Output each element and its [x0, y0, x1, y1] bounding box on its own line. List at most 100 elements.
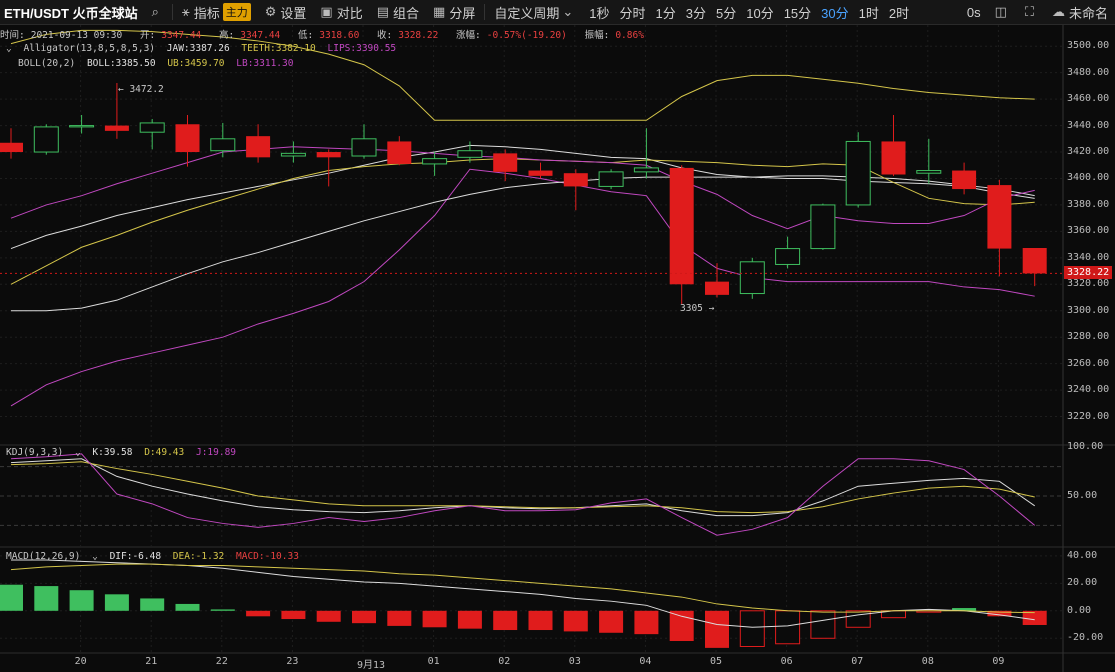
chevron-down-icon[interactable]: ⌄	[92, 551, 98, 562]
series-lb-line	[10, 168, 1035, 407]
alligator-name[interactable]: Alligator(13,8,5,8,5,3)	[23, 43, 156, 54]
x-tick-label: 07	[851, 656, 864, 667]
period-tab-9[interactable]: 2时	[888, 5, 910, 21]
x-tick-label: 09	[992, 656, 1005, 667]
candle-body	[246, 136, 271, 158]
macd-histogram-bar	[739, 610, 765, 648]
jaw-value: JAW:3387.26	[166, 43, 230, 54]
macd-histogram-bar	[952, 608, 977, 611]
macd-histogram-bar	[104, 594, 129, 611]
period-tab-7[interactable]: 30分	[821, 5, 849, 21]
macd-histogram-bar	[775, 610, 801, 645]
candle-body	[1022, 247, 1047, 274]
macd-histogram-bar	[175, 603, 200, 611]
x-tick-label: 01	[427, 656, 440, 667]
last-price-tag: 3328.22	[1064, 266, 1113, 280]
compare-button[interactable]: ▣ 对比	[313, 0, 369, 24]
x-tick-label: 04	[639, 656, 652, 667]
chevron-down-icon[interactable]: ⌄	[6, 43, 12, 54]
kdj-k-line	[10, 458, 1035, 517]
candle-body	[33, 126, 59, 153]
macd-tick-label: 40.00	[1067, 549, 1098, 561]
boll-info: BOLL(20,2) BOLL:3385.50 UB:3459.70 LB:33…	[18, 58, 299, 69]
macd-histogram-bar	[281, 610, 306, 620]
macd-histogram-bar	[669, 610, 694, 642]
candle-body	[0, 142, 23, 153]
macd-histogram-bar	[140, 598, 165, 611]
chevron-down-icon[interactable]: ⌄	[74, 447, 81, 458]
period-tabs: 1秒 分时 1分 3分 5分 10分 15分 30分 1时 2时	[584, 0, 914, 24]
period-tab-5[interactable]: 10分	[746, 5, 774, 21]
candle-body	[175, 124, 200, 153]
period-tab-2[interactable]: 1分	[655, 5, 676, 21]
split-label: 分屏	[449, 5, 476, 21]
kdj-j-line	[10, 453, 1036, 536]
macd-histogram-bar	[634, 610, 659, 635]
x-tick-label: 21	[145, 656, 158, 667]
candle-body	[705, 281, 729, 295]
kdj-name[interactable]: KDJ(9,3,3)	[6, 447, 64, 458]
period-tab-4[interactable]: 5分	[715, 5, 737, 21]
cloud-save-button[interactable]: ☁ 未命名	[1045, 0, 1115, 24]
lips-value: LIPS:3390.55	[327, 43, 397, 54]
y-tick-label: 3300.00	[1067, 304, 1110, 316]
candle-body	[775, 248, 801, 265]
screenshot-button[interactable]: ◫	[988, 0, 1018, 24]
candle-body	[598, 171, 624, 187]
main-badge[interactable]: 主力	[222, 3, 251, 21]
ohlc-info: 时间: 2021-09-13 09:30 开: 3347.44 高: 3347.44 …	[0, 27, 656, 41]
seconds-toggle[interactable]: 0s	[960, 0, 988, 24]
candle-body	[351, 138, 377, 157]
series-boll-line	[10, 144, 1035, 250]
macd-histogram-bar	[457, 610, 482, 629]
candle-body	[316, 152, 341, 158]
y-tick-label: 3460.00	[1067, 93, 1110, 105]
symbol-selector[interactable]: ETH/USDT 火币全球站	[0, 0, 145, 24]
divider	[484, 4, 486, 20]
candle-body	[916, 170, 942, 174]
candle-body	[104, 125, 129, 131]
macd-histogram-bar	[0, 584, 23, 611]
custom-period-button[interactable]: 自定义周期 ⌄	[487, 0, 584, 24]
custom-period-label: 自定义周期	[494, 5, 560, 21]
time-value: 2021-09-13 09:30	[30, 30, 123, 41]
high-value: 3347.44	[240, 30, 281, 41]
settings-button[interactable]: ⚙ 设置	[258, 0, 314, 24]
combo-button[interactable]: ▤ 组合	[370, 0, 426, 24]
boll-name[interactable]: BOLL(20,2)	[18, 58, 76, 69]
d-value: D:49.43	[144, 447, 185, 458]
macd-histogram-bar	[845, 610, 871, 628]
candle-body	[422, 158, 448, 165]
teeth-value: TEETH:3382.10	[241, 43, 316, 54]
k-value: K:39.58	[92, 447, 133, 458]
indicator-button[interactable]: ⚹ 指标 主力	[175, 0, 258, 24]
period-tab-0[interactable]: 1秒	[589, 5, 610, 21]
search-button[interactable]: ⌕	[145, 0, 170, 24]
low-label: 低:	[298, 30, 314, 41]
period-tab-3[interactable]: 3分	[685, 5, 706, 21]
period-tab-6[interactable]: 15分	[783, 5, 812, 21]
macd-tick-label: -20.00	[1067, 632, 1104, 644]
series-teeth-line	[10, 158, 1035, 285]
account-label: 未命名	[1068, 5, 1108, 21]
split-icon: ▦	[433, 4, 446, 19]
low-value: 3318.60	[319, 30, 360, 41]
ub-value: UB:3459.70	[167, 58, 225, 69]
macd-histogram-bar	[210, 609, 235, 611]
dif-value: DIF:-6.48	[109, 551, 162, 562]
period-tab-1[interactable]: 分时	[619, 5, 646, 21]
macd-histogram-bar	[987, 610, 1012, 617]
amp-label: 振幅:	[584, 30, 610, 41]
macd-name[interactable]: MACD(12,26,9)	[6, 551, 81, 562]
x-tick-label: 08	[921, 656, 934, 667]
low-annotation: 3305 →	[680, 303, 715, 314]
fullscreen-button[interactable]: ⛶	[1018, 0, 1045, 24]
split-button[interactable]: ▦ 分屏	[426, 0, 482, 24]
cloud-icon: ☁	[1051, 4, 1065, 19]
open-value: 3347.44	[161, 30, 202, 41]
candle-body	[987, 185, 1012, 249]
camera-icon: ◫	[994, 4, 1007, 19]
period-tab-8[interactable]: 1时	[858, 5, 879, 21]
candle-body	[139, 122, 165, 133]
